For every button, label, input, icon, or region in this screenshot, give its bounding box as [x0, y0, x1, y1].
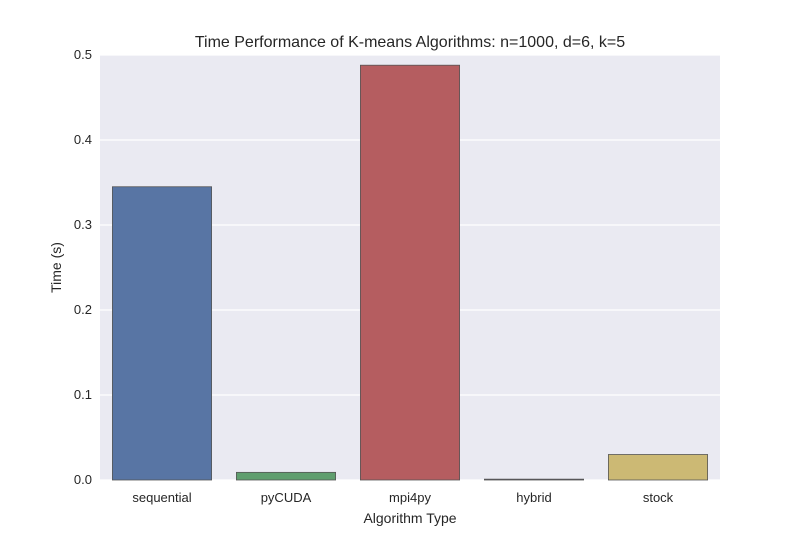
bars — [112, 64, 709, 481]
chart-title: Time Performance of K-means Algorithms: … — [195, 34, 625, 51]
bar-sequential — [112, 186, 212, 481]
bar-hybrid — [483, 478, 584, 481]
y-axis-label: Time (s) — [48, 242, 64, 293]
y-tick-label: 0.2 — [74, 302, 92, 317]
x-tick-label: hybrid — [516, 490, 551, 505]
y-tick-label: 0.1 — [74, 387, 92, 402]
x-tick-label: stock — [643, 490, 674, 505]
y-tick-label: 0.0 — [74, 472, 92, 487]
bar-stock — [608, 454, 709, 481]
x-tick-label: mpi4py — [389, 490, 431, 505]
bar-pycuda — [235, 471, 336, 481]
y-tick-label: 0.5 — [74, 47, 92, 62]
y-tick-labels: 0.0 0.1 0.2 0.3 0.4 0.5 — [74, 47, 92, 487]
x-tick-labels: sequential pyCUDA mpi4py hybrid stock — [132, 490, 673, 505]
y-tick-label: 0.4 — [74, 132, 92, 147]
x-axis-label: Algorithm Type — [363, 510, 456, 526]
x-tick-label: sequential — [132, 490, 191, 505]
y-tick-label: 0.3 — [74, 217, 92, 232]
x-tick-label: pyCUDA — [261, 490, 312, 505]
bar-mpi4py — [359, 64, 460, 481]
